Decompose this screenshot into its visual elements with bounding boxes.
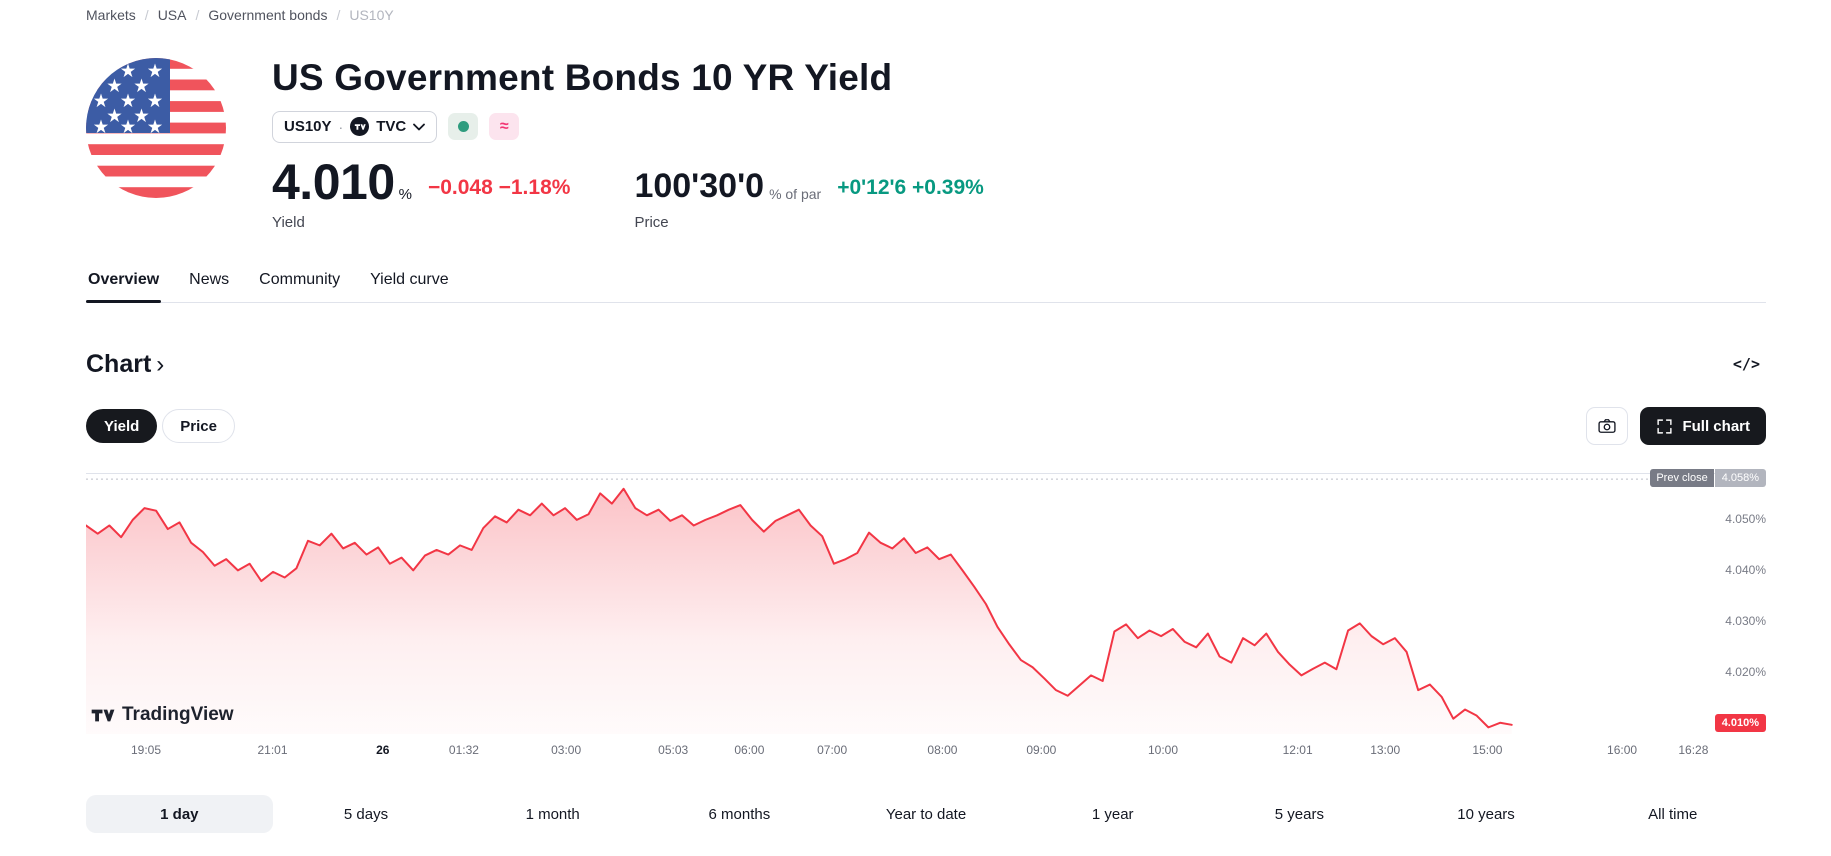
x-axis-label: 12:01 — [1282, 743, 1313, 758]
chart-plot-area[interactable]: TradingView — [85, 474, 1708, 735]
range-6-months[interactable]: 6 months — [646, 795, 833, 833]
yield-price-toggle: Yield Price — [86, 409, 235, 444]
delayed-data-badge[interactable]: ≈ — [489, 113, 520, 141]
live-dot-icon — [457, 121, 469, 133]
last-price-badge: 4.010% — [1714, 713, 1766, 732]
breadcrumb-item-government-bonds[interactable]: Government bonds — [208, 7, 328, 23]
full-chart-button[interactable]: Full chart — [1640, 407, 1766, 446]
range-all-time[interactable]: All time — [1579, 795, 1766, 833]
yield-block: 4.010 % −0.048 −1.18% Yield — [272, 153, 571, 232]
x-axis-label: 16:28 — [1678, 743, 1709, 758]
tradingview-logo-icon — [90, 705, 115, 726]
yield-value: 4.010 — [272, 153, 395, 210]
symbol-header: US Government Bonds 10 YR Yield US10Y · … — [86, 57, 1766, 232]
x-axis-label: 01:32 — [448, 743, 479, 758]
yield-change: −0.048 −1.18% — [427, 176, 571, 200]
price-toggle-button[interactable]: Price — [162, 409, 235, 444]
range-5-days[interactable]: 5 days — [273, 795, 460, 833]
exchange-name: TVC — [376, 118, 407, 136]
tabs: Overview News Community Yield curve — [86, 271, 1766, 304]
snapshot-button[interactable] — [1586, 407, 1629, 446]
symbol-separator: · — [338, 118, 344, 135]
range-10-years[interactable]: 10 years — [1393, 795, 1580, 833]
full-chart-label: Full chart — [1682, 417, 1750, 435]
chart-section: Chart › </> Yield Price — [85, 349, 1766, 834]
tradingview-watermark[interactable]: TradingView — [90, 704, 234, 726]
range-1-year[interactable]: 1 year — [1019, 795, 1206, 833]
x-axis-label: 16:00 — [1607, 743, 1638, 758]
tradingview-watermark-text: TradingView — [122, 704, 234, 726]
symbol-switcher[interactable]: US10Y · TVC — [272, 110, 438, 143]
symbol-page: Markets / USA / Government bonds / US10Y — [85, 0, 1766, 834]
x-axis-label: 07:00 — [817, 743, 848, 758]
tab-overview[interactable]: Overview — [86, 271, 162, 304]
fullscreen-icon — [1657, 419, 1673, 434]
range-5-years[interactable]: 5 years — [1206, 795, 1393, 833]
x-axis-label: 15:00 — [1472, 743, 1503, 758]
price-unit: % of par — [769, 186, 822, 203]
camera-icon — [1598, 419, 1617, 434]
tab-community[interactable]: Community — [257, 271, 342, 302]
breadcrumb-separator: / — [195, 7, 200, 23]
us-flag-logo — [86, 58, 226, 198]
range-1-day[interactable]: 1 day — [86, 795, 273, 834]
x-axis-label: 08:00 — [927, 743, 958, 758]
x-axis-label: 10:00 — [1147, 743, 1179, 758]
x-axis-label: 21:01 — [257, 743, 288, 758]
chevron-down-icon — [413, 123, 426, 131]
prev-close-value: 4.058% — [1714, 469, 1766, 488]
tvc-exchange-icon — [350, 117, 370, 137]
yield-toggle-button[interactable]: Yield — [86, 409, 158, 444]
x-axis-label: 19:05 — [130, 743, 162, 758]
yield-unit: % — [398, 186, 412, 204]
x-axis-label: 26 — [376, 743, 390, 758]
price-block: 100'30'0 % of par +0'12'6 +0.39% Price — [634, 169, 983, 231]
x-axis-label: 13:00 — [1370, 743, 1401, 758]
page-title: US Government Bonds 10 YR Yield — [272, 57, 893, 98]
symbol-row: US10Y · TVC ≈ — [272, 110, 984, 143]
chart-heading-text: Chart — [86, 349, 152, 378]
x-axis: 19:05 21:01 26 01:32 03:00 05:03 06:00 07:00 08:… — [86, 736, 1708, 762]
breadcrumb-separator: / — [144, 7, 149, 23]
range-1-month[interactable]: 1 month — [459, 795, 646, 833]
yield-label: Yield — [272, 214, 305, 232]
tab-news[interactable]: News — [187, 271, 231, 302]
y-axis-label: 4.050% — [1725, 512, 1766, 527]
chart: TradingView Prev close 4.058% 4.010% 4.0… — [85, 469, 1766, 765]
area-fill — [86, 488, 1512, 735]
price-change: +0'12'6 +0.39% — [837, 176, 984, 200]
breadcrumb-item-usa[interactable]: USA — [157, 7, 187, 23]
breadcrumb-item-us10y: US10Y — [349, 7, 394, 23]
price-value: 100'30'0 — [634, 167, 765, 206]
price-label: Price — [634, 214, 669, 232]
y-axis-label: 4.030% — [1725, 614, 1766, 629]
x-axis-label: 05:03 — [658, 743, 689, 758]
x-axis-label: 03:00 — [551, 743, 582, 758]
breadcrumb: Markets / USA / Government bonds / US10Y — [86, 0, 1766, 23]
values-row: 4.010 % −0.048 −1.18% Yield 100'30'0 % o… — [272, 153, 984, 232]
yield-area-chart[interactable] — [85, 474, 1708, 735]
y-axis-label: 4.020% — [1725, 665, 1766, 679]
symbol-ticker: US10Y — [284, 118, 332, 136]
yield-line — [85, 487, 1513, 729]
x-axis-label: 09:00 — [1026, 743, 1057, 758]
y-axis-label: 4.040% — [1725, 563, 1766, 578]
breadcrumb-item-markets[interactable]: Markets — [86, 7, 136, 23]
range-buttons: 1 day 5 days 1 month 6 months Year to date 1 … — [86, 795, 1766, 834]
embed-code-icon[interactable]: </> — [1727, 354, 1766, 374]
tab-yield-curve[interactable]: Yield curve — [368, 271, 451, 302]
market-status-badge[interactable] — [448, 113, 479, 141]
breadcrumb-separator: / — [336, 7, 341, 23]
chevron-right-icon: › — [156, 351, 165, 379]
chart-section-heading[interactable]: Chart › — [86, 350, 164, 379]
range-year-to-date[interactable]: Year to date — [833, 795, 1020, 833]
x-axis-label: 06:00 — [734, 743, 765, 758]
